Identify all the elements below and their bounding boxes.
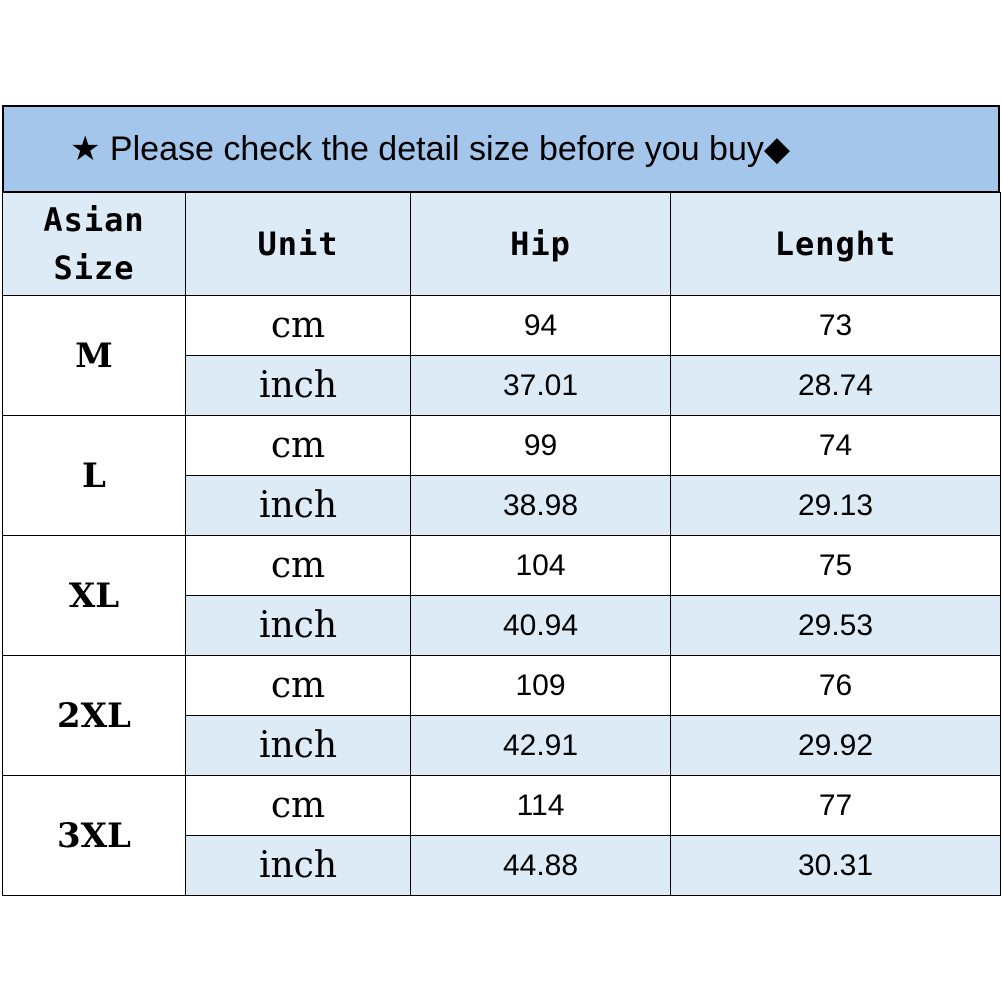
unit-cell: cm: [185, 775, 411, 836]
size-label: 3XL: [2, 775, 186, 896]
value-cell: 37.01: [410, 355, 671, 416]
unit-cell: cm: [185, 295, 411, 356]
table-title: ★ Please check the detail size before yo…: [2, 105, 1000, 193]
value-cell: 29.13: [670, 475, 1001, 536]
value-cell: 42.91: [410, 715, 671, 776]
value-cell: 38.98: [410, 475, 671, 536]
value-cell: 75: [670, 535, 1001, 596]
value-cell: 29.92: [670, 715, 1001, 776]
value-cell: 73: [670, 295, 1001, 356]
size-label: L: [2, 415, 186, 536]
value-cell: 30.31: [670, 835, 1001, 896]
unit-cell: cm: [185, 535, 411, 596]
unit-cell: inch: [185, 355, 411, 416]
size-label: XL: [2, 535, 186, 656]
value-cell: 76: [670, 655, 1001, 716]
value-cell: 109: [410, 655, 671, 716]
unit-cell: cm: [185, 415, 411, 476]
unit-cell: inch: [185, 595, 411, 656]
value-cell: 40.94: [410, 595, 671, 656]
value-cell: 104: [410, 535, 671, 596]
unit-cell: inch: [185, 475, 411, 536]
value-cell: 114: [410, 775, 671, 836]
value-cell: 29.53: [670, 595, 1001, 656]
unit-cell: inch: [185, 715, 411, 776]
column-header: Unit: [185, 192, 411, 296]
size-label: 2XL: [2, 655, 186, 776]
value-cell: 74: [670, 415, 1001, 476]
column-header: Hip: [410, 192, 671, 296]
value-cell: 94: [410, 295, 671, 356]
unit-cell: cm: [185, 655, 411, 716]
unit-cell: inch: [185, 835, 411, 896]
size-label: M: [2, 295, 186, 416]
value-cell: 77: [670, 775, 1001, 836]
value-cell: 99: [410, 415, 671, 476]
column-header: Asian Size: [2, 192, 186, 296]
value-cell: 28.74: [670, 355, 1001, 416]
value-cell: 44.88: [410, 835, 671, 896]
column-header: Lenght: [670, 192, 1001, 296]
